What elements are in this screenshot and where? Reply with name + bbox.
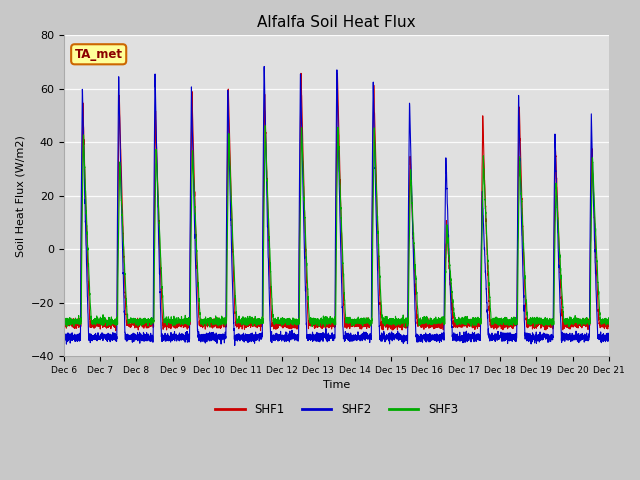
SHF2 <box>490 332 497 338</box>
SHF2 <box>60 333 68 338</box>
SHF2 <box>605 333 612 339</box>
Line: SHF3: SHF3 <box>64 126 609 327</box>
SHF3 <box>206 324 214 330</box>
SHF1 <box>490 325 497 331</box>
SHF2 <box>316 334 324 340</box>
SHF1 <box>112 328 120 334</box>
SHF1 <box>60 318 68 324</box>
SHF1 <box>429 320 436 326</box>
SHF2 <box>605 336 613 341</box>
SHF1 <box>316 321 324 326</box>
SHF3 <box>429 318 436 324</box>
SHF1 <box>605 324 613 329</box>
SHF3 <box>490 321 497 327</box>
SHF3 <box>605 321 612 326</box>
SHF1 <box>158 305 166 311</box>
SHF3 <box>605 322 613 327</box>
SHF2 <box>459 335 467 340</box>
Line: SHF1: SHF1 <box>64 73 609 331</box>
SHF2 <box>260 63 268 69</box>
Y-axis label: Soil Heat Flux (W/m2): Soil Heat Flux (W/m2) <box>15 135 25 257</box>
SHF2 <box>158 333 166 339</box>
SHF2 <box>429 332 436 338</box>
SHF1 <box>297 71 305 76</box>
X-axis label: Time: Time <box>323 380 350 390</box>
SHF1 <box>459 320 467 325</box>
Text: TA_met: TA_met <box>75 48 123 61</box>
Title: Alfalfa Soil Heat Flux: Alfalfa Soil Heat Flux <box>257 15 416 30</box>
SHF3 <box>262 123 269 129</box>
SHF2 <box>231 343 239 348</box>
SHF3 <box>158 278 166 284</box>
Line: SHF2: SHF2 <box>64 66 609 346</box>
SHF3 <box>459 319 467 324</box>
SHF3 <box>316 318 324 324</box>
Legend: SHF1, SHF2, SHF3: SHF1, SHF2, SHF3 <box>211 398 463 420</box>
SHF1 <box>605 321 612 326</box>
SHF3 <box>60 321 68 326</box>
